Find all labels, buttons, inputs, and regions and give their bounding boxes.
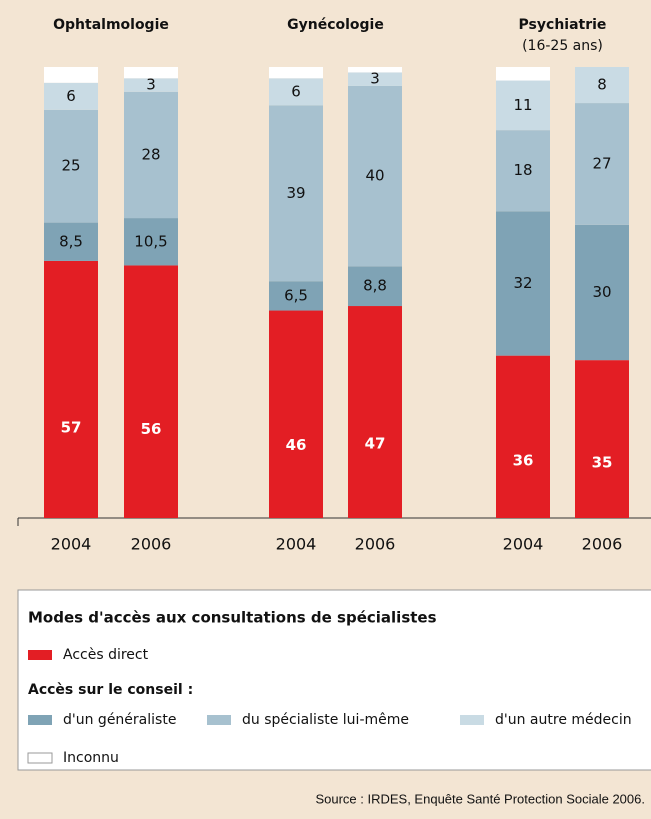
- value-label: 47: [365, 434, 386, 452]
- bar-segment: [496, 67, 550, 81]
- value-label: 8,8: [363, 277, 387, 295]
- legend-box: [17, 589, 651, 771]
- group-title: Ophtalmologie: [53, 17, 169, 33]
- value-label: 25: [61, 157, 80, 175]
- value-label: 8: [597, 76, 607, 94]
- legend-swatch: [28, 715, 52, 725]
- legend-label: du spécialiste lui-même: [242, 712, 409, 728]
- bar-segment: [348, 266, 402, 307]
- bar-segment: [575, 67, 629, 104]
- value-label: 32: [513, 274, 532, 292]
- value-label: 3: [146, 76, 156, 94]
- value-label: 6,5: [284, 286, 308, 304]
- value-label: 11: [513, 96, 532, 114]
- bar-segment: [496, 80, 550, 131]
- bar-segment: [44, 222, 98, 261]
- group-subtitle: (16-25 ans): [522, 38, 603, 54]
- legend-label: Inconnu: [63, 750, 119, 766]
- x-tick-label: 2006: [131, 535, 172, 554]
- legend-swatch: [207, 715, 231, 725]
- x-tick-label: 2004: [276, 535, 317, 554]
- value-label: 35: [592, 453, 613, 471]
- value-label: 3: [370, 70, 380, 88]
- value-label: 18: [513, 161, 532, 179]
- bar-segment: [575, 224, 629, 361]
- bar-segment: [496, 355, 550, 518]
- bar-segment: [44, 109, 98, 223]
- group-title: Gynécologie: [287, 17, 384, 33]
- bar-segment: [348, 85, 402, 267]
- bar-segment: [44, 82, 98, 110]
- legend-label: d'un autre médecin: [495, 712, 632, 728]
- legend-subheading: Accès sur le conseil :: [28, 682, 193, 698]
- bar-segment: [496, 211, 550, 356]
- bar-segment: [124, 67, 178, 79]
- bar-segment: [269, 310, 323, 518]
- value-label: 27: [592, 154, 611, 172]
- legend-title: Modes d'accès aux consultations de spéci…: [28, 609, 437, 627]
- value-label: 6: [291, 82, 301, 100]
- value-label: 39: [286, 184, 305, 202]
- bar-segment: [348, 306, 402, 518]
- value-label: 6: [66, 87, 76, 105]
- legend-label: d'un généraliste: [63, 712, 176, 728]
- value-label: 10,5: [134, 232, 167, 250]
- bar-segment: [348, 67, 402, 73]
- value-label: 57: [61, 419, 82, 437]
- legend-swatch: [27, 752, 53, 764]
- x-tick-label: 2006: [355, 535, 396, 554]
- bar-segment: [124, 218, 178, 266]
- legend-swatch: [460, 715, 484, 725]
- legend-label: Accès direct: [63, 647, 149, 663]
- bar-segment: [269, 67, 323, 79]
- bar-segment: [124, 265, 178, 518]
- value-label: 30: [592, 283, 611, 301]
- x-tick-label: 2004: [51, 535, 92, 554]
- value-label: 28: [141, 145, 160, 163]
- bar-segment: [575, 103, 629, 225]
- value-label: 40: [365, 167, 384, 185]
- group-title: Psychiatrie: [519, 17, 607, 33]
- bar-segment: [269, 78, 323, 106]
- value-label: 56: [141, 420, 162, 438]
- bar-segment: [44, 67, 98, 83]
- bar-segment: [269, 105, 323, 282]
- bar-segment: [348, 72, 402, 86]
- value-label: 46: [286, 436, 307, 454]
- value-label: 8,5: [59, 232, 83, 250]
- bar-segment: [575, 360, 629, 518]
- x-tick-label: 2006: [582, 535, 623, 554]
- source: Source : IRDES, Enquête Santé Protection…: [315, 791, 645, 806]
- value-label: 36: [513, 452, 534, 470]
- bar-segment: [496, 130, 550, 212]
- bar-segment: [44, 260, 98, 518]
- x-tick-label: 2004: [503, 535, 544, 554]
- bar-segment: [124, 91, 178, 219]
- bar-segment: [269, 281, 323, 311]
- legend-swatch: [28, 650, 52, 660]
- bar-segment: [124, 78, 178, 92]
